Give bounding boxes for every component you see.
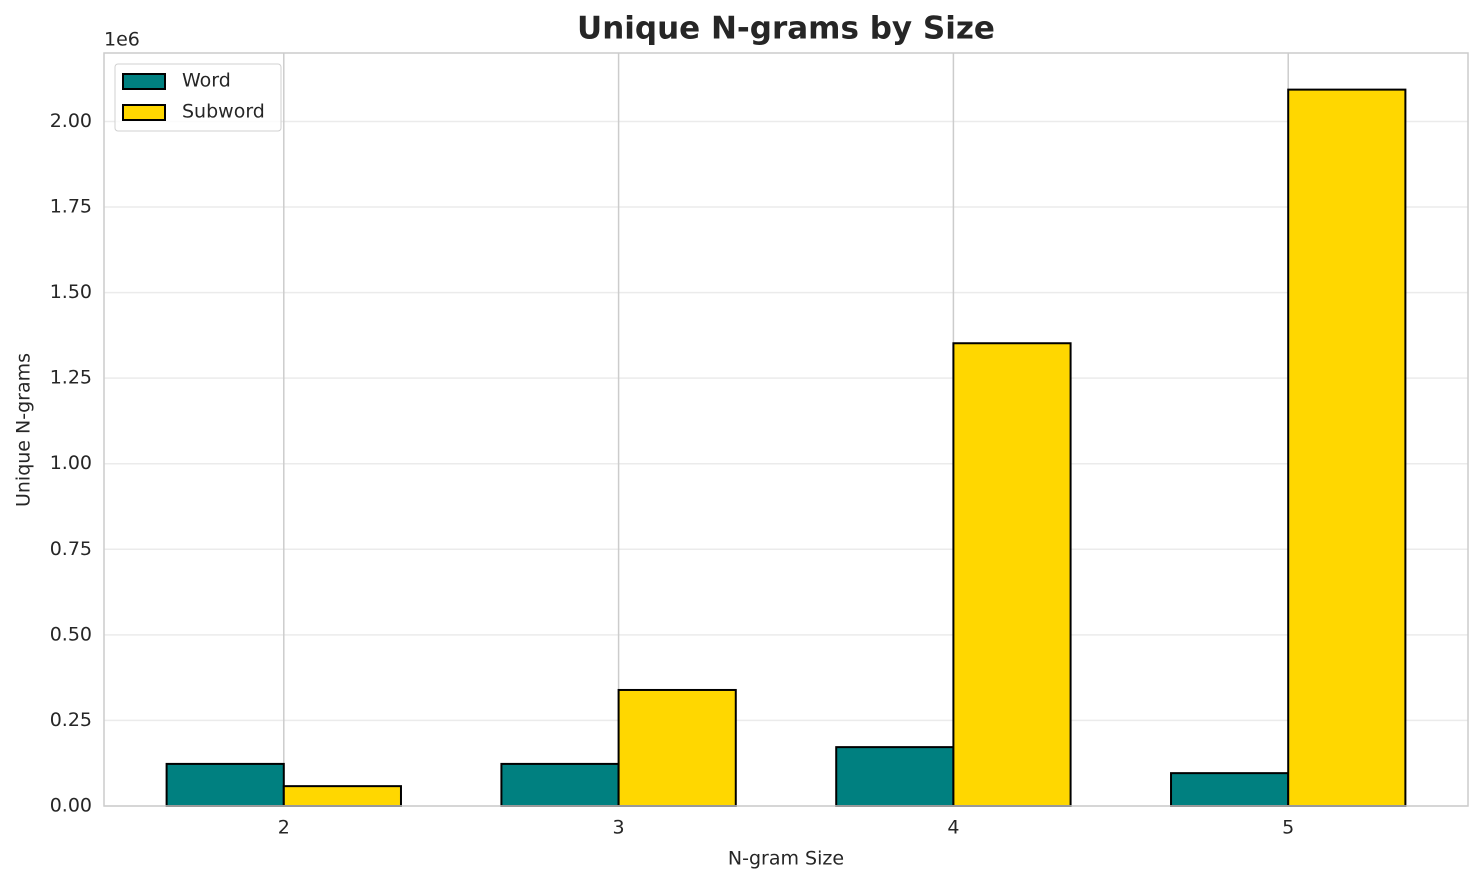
y-tick-label: 1.25 — [50, 367, 92, 389]
bar — [500, 762, 620, 807]
legend-label: Subword — [182, 101, 265, 123]
y-tick-label: 0.50 — [50, 623, 92, 645]
x-tick-label: 5 — [1282, 817, 1294, 839]
y-tick-label: 1.00 — [50, 452, 92, 474]
y-axis-label: Unique N-grams — [13, 353, 35, 507]
legend-swatch — [122, 104, 166, 121]
legend: Word Subword — [114, 63, 282, 132]
x-axis-label: N-gram Size — [728, 848, 844, 870]
y-tick-label: 0.00 — [50, 795, 92, 817]
bar — [952, 342, 1072, 807]
bar — [165, 762, 285, 807]
y-tick-label: 0.25 — [50, 709, 92, 731]
bar — [1287, 88, 1407, 808]
x-tick-label: 3 — [613, 817, 625, 839]
bar — [282, 785, 402, 808]
plot-frame — [103, 52, 1469, 807]
y-tick-label: 1.75 — [50, 196, 92, 218]
legend-label: Word — [182, 70, 231, 92]
bar — [1170, 772, 1290, 808]
y-tick-label: 0.75 — [50, 538, 92, 560]
chart-title: Unique N-grams by Size — [577, 11, 995, 47]
x-tick-label: 4 — [947, 817, 959, 839]
x-tick-label: 2 — [278, 817, 290, 839]
y-tick-label: 1.50 — [50, 281, 92, 303]
bar — [835, 746, 955, 807]
y-offset-label: 1e6 — [104, 29, 140, 51]
bar — [617, 688, 737, 807]
y-tick-label: 2.00 — [50, 110, 92, 132]
legend-swatch — [122, 73, 166, 90]
